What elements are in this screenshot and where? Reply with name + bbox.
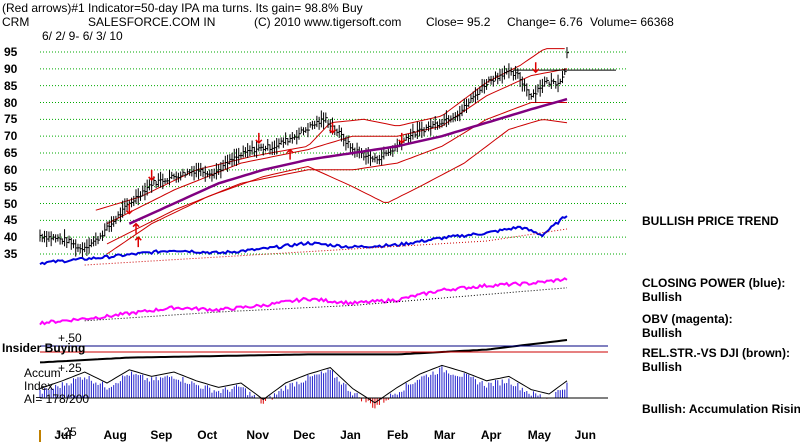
y-tick-label: 85 (4, 78, 18, 93)
bullish-price-trend: BULLISH PRICE TREND (642, 214, 779, 228)
sell-arrow (398, 132, 406, 144)
buy-arrow (286, 148, 294, 160)
y-tick-label: 80 (4, 95, 18, 110)
rel-str-line (39, 339, 568, 364)
company-name: SALESFORCE.COM IN (88, 15, 216, 29)
obv-value: Bullish (642, 326, 683, 340)
obv-ma-line (84, 287, 568, 322)
rel-str-value: Bullish (642, 360, 683, 374)
sell-arrow (532, 62, 540, 74)
x-tick-label: Jul (54, 428, 72, 442)
obv-line (39, 277, 568, 326)
ai-score: AI= 178/200 (24, 392, 90, 406)
obv-title: OBV (magenta): (642, 312, 733, 326)
sell-arrow (148, 169, 156, 181)
y-tick-label: 50 (4, 196, 18, 211)
y-tick-label: 90 (4, 61, 18, 76)
x-tick-label: Mar (433, 428, 456, 442)
y-tick-label: 35 (4, 247, 18, 261)
sell-arrow (328, 122, 337, 134)
x-tick-label: May (527, 428, 552, 442)
x-tick-label: Oct (197, 428, 218, 442)
index-label: Index (24, 379, 54, 393)
x-tick-label: Nov (246, 428, 270, 442)
accum-ma-line (39, 364, 568, 404)
buy-arrow (132, 222, 140, 234)
x-tick-label: Jun (574, 428, 596, 442)
plus50-label: +.50 (58, 331, 82, 345)
volume-value: Volume= 66368 (590, 15, 674, 29)
ticker-symbol: CRM (2, 15, 30, 29)
lower-band-line (106, 119, 568, 255)
y-tick-label: 95 (4, 45, 18, 59)
ma50-line (128, 97, 568, 225)
y-tick-label: 40 (4, 230, 18, 245)
closing-power-title: CLOSING POWER (blue): (642, 276, 786, 290)
minus25-label: -.25 (56, 425, 77, 439)
y-tick-label: 75 (4, 112, 18, 127)
inner-upper-band-line (106, 68, 568, 225)
y-tick-label: 65 (4, 146, 18, 160)
y-tick-label: 60 (4, 162, 18, 177)
x-tick-label: Dec (293, 428, 316, 442)
x-tick-label: Apr (480, 428, 502, 442)
y-tick-label: 55 (4, 179, 18, 194)
plus25-label: +.25 (58, 361, 82, 375)
copyright-text: (C) 2010 www.tigersoft.com (254, 15, 402, 29)
x-tick-label: Feb (387, 428, 409, 442)
buy-arrow (134, 236, 142, 248)
closing-power-value: Bullish (642, 290, 683, 304)
x-tick-label: Aug (103, 428, 127, 442)
insider-buying-label: Insider Buying (2, 341, 86, 355)
change-value: Change= 6.76 (507, 15, 583, 29)
sell-arrow (255, 132, 263, 144)
y-tick-label: 45 (4, 213, 18, 228)
x-tick-label: Jan (340, 428, 361, 442)
y-tick-label: 70 (4, 129, 18, 144)
accum-label: Accum (24, 366, 61, 380)
date-range: 6/ 2/ 9- 6/ 3/ 10 (42, 29, 123, 43)
x-tick-label: Sep (150, 428, 173, 442)
close-value: Close= 95.2 (426, 15, 491, 29)
closing-power-ma-line (84, 228, 568, 266)
indicator-header: (Red arrows)#1 Indicator=50-day IPA ma t… (2, 1, 363, 15)
inner-lower-band-line (106, 102, 567, 245)
closing-power-line (39, 215, 568, 266)
accum-status: Bullish: Accumulation Rising (642, 402, 800, 416)
rel-str-title: REL.STR.-VS DJI (brown): (642, 346, 790, 360)
sell-arrow (125, 203, 133, 215)
